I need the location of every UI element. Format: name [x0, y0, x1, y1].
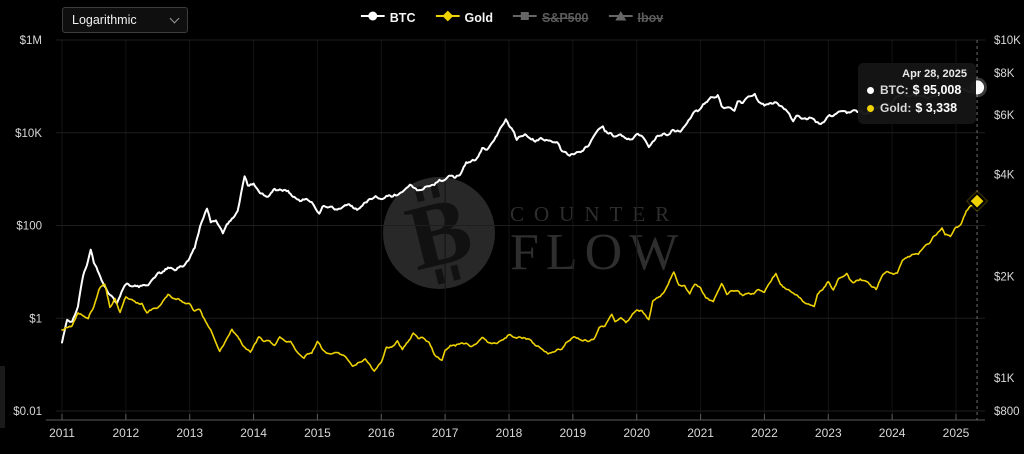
right-axis-label: $10K	[994, 35, 1021, 47]
right-axis-label: $4K	[994, 170, 1015, 182]
right-axis-label: $1K	[994, 373, 1015, 385]
legend-label-ibov: Ibov	[637, 11, 664, 25]
legend-item-sp500[interactable]: S&P500	[512, 9, 589, 27]
watermark-brand-top: COUNTER	[510, 202, 680, 226]
tooltip-row-btc: BTC: $ 95,008	[867, 82, 967, 100]
x-axis-year-label: 2013	[176, 426, 203, 440]
gold-dot-icon	[867, 104, 874, 112]
legend: BTC Gold S&P500 Ibov	[360, 9, 664, 27]
x-axis-year-label: 2012	[113, 426, 140, 440]
x-axis-year-label: 2019	[560, 426, 587, 440]
x-axis-year-label: 2014	[240, 426, 267, 440]
x-axis-year-label: 2016	[368, 426, 395, 440]
bitcoin-icon: B	[383, 176, 495, 290]
crosshair-tooltip: Apr 28, 2025 BTC: $ 95,008 Gold: $ 3,338	[858, 63, 976, 124]
chevron-down-icon	[169, 13, 180, 24]
right-axis-label: $2K	[994, 271, 1015, 283]
x-axis-year-label: 2024	[879, 426, 906, 440]
x-axis-year-label: 2018	[496, 426, 523, 440]
right-axis-label: $800	[994, 406, 1020, 418]
btc-line-marker-icon	[360, 9, 385, 27]
x-axis-year-label: 2021	[687, 426, 714, 440]
x-axis-year-label: 2017	[432, 426, 459, 440]
sp500-line-marker-icon	[512, 9, 537, 27]
x-axis-year-label: 2015	[304, 426, 331, 440]
series-line-btc	[61, 84, 979, 344]
scale-selector-value: Logarithmic	[72, 13, 137, 27]
left-axis-label: $1	[29, 313, 42, 325]
counterflow-watermark: B COUNTER FLOW	[382, 176, 685, 290]
legend-label-sp500: S&P500	[541, 11, 589, 25]
legend-label-btc: BTC	[389, 11, 416, 25]
x-axis-year-label: 2025	[943, 426, 970, 440]
x-axis-year-label: 2011	[49, 426, 75, 440]
left-axis-label: $10K	[15, 128, 42, 140]
tooltip-gold-value: $ 3,338	[915, 100, 958, 115]
ibov-line-marker-icon	[608, 9, 633, 27]
series-line-gold	[61, 195, 978, 372]
tooltip-row-gold: Gold: $ 3,338	[867, 100, 967, 118]
left-axis-label: $100	[16, 221, 42, 233]
scale-selector-dropdown[interactable]: Logarithmic	[62, 7, 188, 33]
tooltip-btc-value: $ 95,008	[912, 83, 962, 97]
right-axis-label: $8K	[994, 68, 1015, 80]
btc-dot-icon	[867, 87, 874, 95]
left-edge-artifact	[0, 366, 5, 428]
x-axis-year-label: 2022	[751, 426, 778, 440]
legend-item-gold[interactable]: Gold	[435, 9, 493, 27]
x-axis-year-label: 2023	[815, 426, 842, 440]
watermark-brand-bottom: FLOW	[510, 224, 686, 281]
legend-label-gold: Gold	[464, 11, 493, 25]
gold-line-marker-icon	[435, 9, 460, 27]
legend-item-btc[interactable]: BTC	[360, 9, 416, 27]
legend-item-ibov[interactable]: Ibov	[608, 9, 664, 27]
left-axis-label: $1M	[20, 35, 42, 47]
right-axis-label: $6K	[994, 110, 1015, 122]
x-axis-year-label: 2020	[623, 426, 650, 440]
tooltip-date: Apr 28, 2025	[902, 68, 967, 80]
gold-end-marker-icon	[967, 191, 987, 211]
left-axis-label: $0.01	[13, 406, 42, 418]
